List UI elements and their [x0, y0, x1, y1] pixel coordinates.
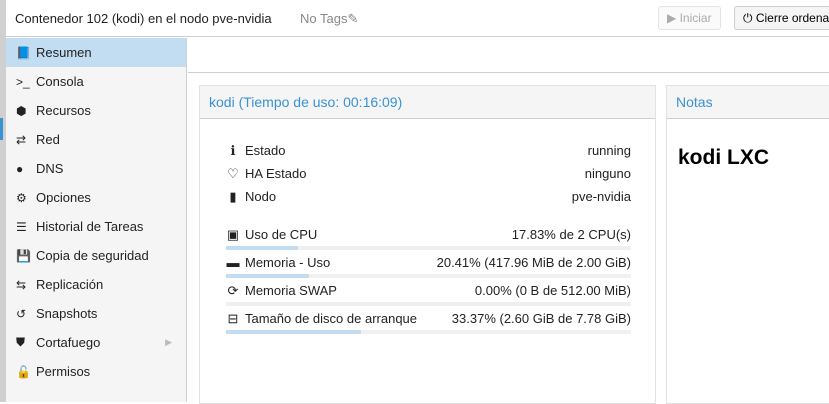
start-button[interactable]: ▶ Iniciar — [658, 6, 721, 30]
sidebar-item-label: Cortafuego — [36, 335, 101, 350]
tags-edit[interactable]: No Tags✎ — [300, 11, 358, 27]
sidebar-item-label: Historial de Tareas — [36, 219, 144, 234]
sidebar-item-red[interactable]: ⇄ Red — [6, 125, 186, 154]
info-label: HA Estado — [245, 166, 307, 181]
status-panel: kodi (Tiempo de uso: 00:16:09) ℹ Estado ru… — [199, 85, 656, 404]
sidebar-item-replicaci-n[interactable]: ⇆ Replicación — [6, 270, 186, 299]
usage-label: Uso de CPU — [245, 227, 318, 242]
globe-icon: ● — [16, 161, 24, 176]
sidebar-item-label: Opciones — [36, 190, 91, 205]
gear-icon: ⚙ — [16, 190, 27, 205]
sidebar-item-label: DNS — [36, 161, 64, 176]
sidebar-item-recursos[interactable]: ⬢ Recursos — [6, 96, 186, 125]
info-row: ℹ Estado running — [226, 143, 631, 159]
usage-icon: ▬ — [226, 255, 240, 270]
sidebar: 📘 Resumen >_ Consola ⬢ Recursos ⇄ Red ● DNS ⚙ Opcio… — [6, 38, 187, 402]
sidebar-item-resumen[interactable]: 📘 Resumen — [6, 38, 186, 67]
usage-progress-bar — [226, 330, 631, 334]
shutdown-button[interactable]: ⏻ Cierre ordena — [734, 6, 829, 30]
usage-row: ▣ Uso de CPU 17.83% de 2 CPU(s) — [226, 227, 631, 243]
retweet-icon: ⇆ — [16, 277, 27, 292]
usage-row: ⟳ Memoria SWAP 0.00% (0 B de 512.00 MiB) — [226, 283, 631, 299]
content-toolbar — [188, 38, 829, 73]
exchange-icon: ⇄ — [16, 132, 27, 147]
usage-progress-fill — [226, 330, 362, 334]
sidebar-item-label: Permisos — [36, 364, 91, 379]
cube-icon: ⬢ — [16, 103, 27, 118]
info-value: pve-nvidia — [571, 189, 631, 204]
usage-value: 0.00% (0 B de 512.00 MiB) — [474, 283, 631, 298]
notes-title: Notas — [667, 86, 829, 119]
usage-row: ▬ Memoria - Uso 20.41% (417.96 MiB de 2.00… — [226, 255, 632, 270]
info-value: ninguno — [584, 166, 631, 181]
usage-progress-bar — [226, 274, 631, 278]
info-icon: ▮ — [229, 189, 237, 204]
info-label: Estado — [245, 143, 286, 158]
play-icon: ▶ — [667, 11, 680, 25]
usage-progress-bar — [226, 246, 631, 250]
sidebar-item-label: Consola — [36, 74, 84, 89]
sidebar-item-copia-de-seguridad[interactable]: 💾 Copia de seguridad — [6, 241, 186, 270]
selection-marker — [0, 118, 3, 140]
usage-value: 17.83% de 2 CPU(s) — [511, 227, 631, 242]
sidebar-item-opciones[interactable]: ⚙ Opciones — [6, 183, 186, 212]
usage-value: 20.41% (417.96 MiB de 2.00 GiB) — [436, 255, 631, 270]
info-icon: ℹ — [230, 143, 236, 158]
info-label: Nodo — [245, 189, 277, 204]
sidebar-item-label: Resumen — [36, 45, 92, 60]
sidebar-item-permisos[interactable]: 🔓 Permisos — [6, 357, 186, 386]
sidebar-item-label: Red — [36, 132, 60, 147]
status-panel-title: kodi (Tiempo de uso: 00:16:09) — [200, 86, 655, 119]
left-edge — [0, 0, 6, 402]
shield-icon: ⛊ — [16, 335, 26, 349]
sidebar-item-consola[interactable]: >_ Consola — [6, 67, 186, 96]
usage-icon: ⊟ — [227, 311, 239, 326]
notes-content: kodi LXC — [678, 146, 770, 169]
unlock-icon: 🔓 — [16, 364, 31, 379]
usage-icon: ⟳ — [227, 283, 239, 298]
usage-progress-fill — [226, 246, 299, 250]
usage-progress-bar — [226, 302, 631, 306]
floppy-icon: 💾 — [16, 248, 31, 263]
header: Contenedor 102 (kodi) en el nodo pve-nvi… — [6, 0, 829, 37]
usage-progress-fill — [226, 274, 309, 278]
notes-panel: Notas kodi LXC — [666, 85, 829, 404]
sidebar-item-snapshots[interactable]: ↺ Snapshots — [6, 299, 186, 328]
pencil-icon: ✎ — [347, 11, 359, 26]
usage-label: Memoria - Uso — [245, 255, 331, 270]
info-row: ♡ HA Estado ninguno — [226, 166, 631, 182]
start-label: Iniciar — [679, 11, 712, 25]
page-title: Contenedor 102 (kodi) en el nodo pve-nvi… — [15, 11, 272, 26]
list-icon: ☰ — [16, 219, 27, 234]
chevron-right-icon: ▶ — [165, 337, 172, 347]
book-icon: 📘 — [16, 45, 31, 60]
history-icon: ↺ — [16, 306, 27, 321]
sidebar-item-cortafuego[interactable]: ⛊ Cortafuego ▶ — [6, 328, 186, 357]
usage-label: Memoria SWAP — [245, 283, 337, 298]
sidebar-item-label: Recursos — [36, 103, 91, 118]
sidebar-item-label: Copia de seguridad — [36, 248, 149, 263]
info-icon: ♡ — [227, 166, 239, 181]
usage-value: 33.37% (2.60 GiB de 7.78 GiB) — [451, 311, 631, 326]
usage-icon: ▣ — [226, 227, 240, 242]
usage-label: Tamaño de disco de arranque — [245, 311, 418, 326]
info-row: ▮ Nodo pve-nvidia — [226, 189, 631, 205]
usage-row: ⊟ Tamaño de disco de arranque 33.37% (2.60… — [226, 311, 631, 327]
power-icon: ⏻ — [743, 11, 756, 25]
terminal-icon: >_ — [16, 74, 30, 89]
sidebar-item-label: Snapshots — [36, 306, 98, 321]
sidebar-item-historial-de-tareas[interactable]: ☰ Historial de Tareas — [6, 212, 186, 241]
sidebar-item-label: Replicación — [36, 277, 104, 292]
info-value: running — [587, 143, 631, 158]
shutdown-label: Cierre ordena — [755, 11, 829, 25]
sidebar-item-dns[interactable]: ● DNS — [6, 154, 186, 183]
tags-label: No Tags — [300, 11, 348, 26]
